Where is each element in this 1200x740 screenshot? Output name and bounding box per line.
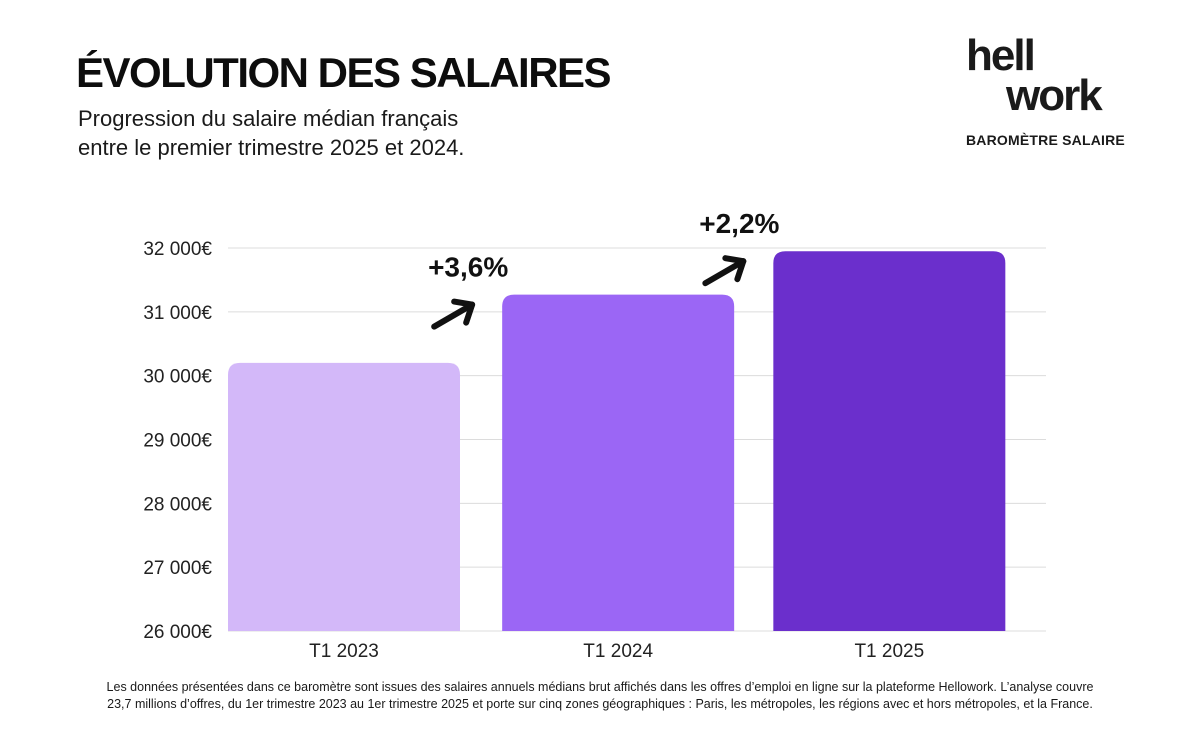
logo-subtitle: BAROMÈTRE SALAIRE bbox=[966, 132, 1125, 148]
y-tick-label: 27 000€ bbox=[143, 558, 212, 579]
logo-line-1: hell bbox=[966, 31, 1036, 80]
hellowork-logo: hell work bbox=[966, 31, 1126, 120]
x-category-label: T1 2023 bbox=[309, 641, 379, 662]
growth-annotations: +3,6% +2,2% bbox=[428, 208, 780, 330]
y-tick-label: 31 000€ bbox=[143, 303, 212, 324]
y-tick-label: 32 000€ bbox=[143, 239, 212, 260]
bars bbox=[228, 251, 1006, 632]
arrow-shaft bbox=[702, 258, 747, 287]
x-axis-categories: T1 2023 T1 2024 T1 2025 bbox=[309, 641, 924, 662]
growth-label: +3,6% bbox=[428, 252, 508, 283]
footnote: Les données présentées dans ce baromètre… bbox=[60, 679, 1140, 713]
bar-t1-2025 bbox=[773, 251, 1006, 632]
growth-annotation: +3,6% bbox=[428, 252, 508, 330]
page-title: ÉVOLUTION DES SALAIRES bbox=[76, 49, 612, 96]
arrow-head bbox=[451, 298, 476, 326]
subtitle-line-1: Progression du salaire médian français bbox=[78, 106, 459, 131]
bar-t1-2024 bbox=[502, 294, 735, 631]
arrow-shaft bbox=[431, 301, 476, 330]
y-axis-ticks: 26 000€ 27 000€ 28 000€ 29 000€ 30 000€ 31 00… bbox=[143, 239, 212, 643]
subtitle-line-2: entre le premier trimestre 2025 et 2024. bbox=[78, 135, 465, 160]
growth-label: +2,2% bbox=[699, 208, 779, 239]
arrow-head bbox=[722, 255, 747, 283]
footnote-line-2: 23,7 millions d’offres, du 1er trimestre… bbox=[107, 697, 1093, 711]
y-tick-label: 28 000€ bbox=[143, 494, 212, 515]
footnote-line-1: Les données présentées dans ce baromètre… bbox=[106, 680, 1094, 694]
page-subtitle: Progression du salaire médian français e… bbox=[78, 104, 598, 162]
y-tick-label: 29 000€ bbox=[143, 431, 212, 452]
growth-annotation: +2,2% bbox=[699, 208, 780, 287]
x-category-label: T1 2024 bbox=[583, 641, 653, 662]
y-tick-label: 26 000€ bbox=[143, 622, 212, 643]
x-category-label: T1 2025 bbox=[854, 641, 924, 662]
y-tick-label: 30 000€ bbox=[143, 367, 212, 388]
bar-t1-2023 bbox=[228, 362, 460, 631]
logo-line-2: work bbox=[1006, 71, 1103, 120]
